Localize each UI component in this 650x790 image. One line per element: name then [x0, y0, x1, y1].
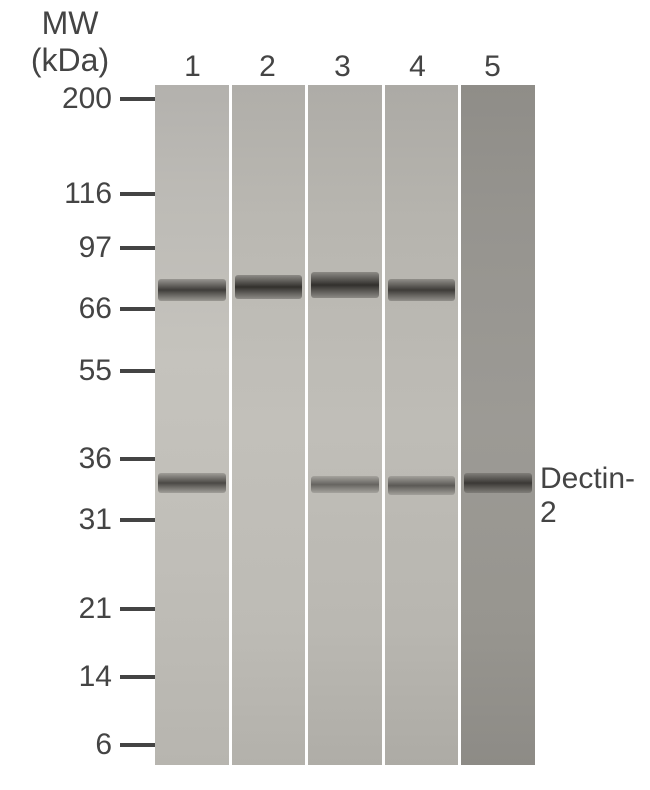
blot-lane: [308, 85, 382, 765]
marker-row: 200: [62, 82, 155, 116]
marker-tick: [120, 743, 155, 747]
marker-value: 6: [95, 728, 112, 762]
marker-tick: [120, 675, 155, 679]
blot-lane: [232, 85, 306, 765]
marker-tick: [120, 369, 155, 373]
blot-lane: [461, 85, 535, 765]
protein-band: [158, 473, 226, 493]
marker-tick: [120, 307, 155, 311]
marker-row: 21: [79, 592, 155, 626]
lane-label-5: 5: [455, 50, 530, 84]
protein-band: [311, 476, 379, 493]
marker-value: 55: [79, 354, 112, 388]
marker-tick: [120, 518, 155, 522]
marker-value: 21: [79, 592, 112, 626]
lane-label-1: 1: [155, 50, 230, 84]
marker-tick: [120, 192, 155, 196]
marker-value: 36: [79, 442, 112, 476]
protein-band: [464, 473, 532, 493]
marker-row: 97: [79, 231, 155, 265]
lane-background: [461, 85, 535, 765]
mw-label-line1: MW: [20, 5, 120, 42]
lane-background: [308, 85, 382, 765]
lane-background: [155, 85, 229, 765]
mw-header: MW (kDa): [20, 5, 120, 79]
marker-value: 200: [62, 82, 112, 116]
protein-band: [311, 272, 379, 298]
lane-background: [232, 85, 306, 765]
mw-label-line2: (kDa): [20, 42, 120, 79]
marker-value: 14: [79, 660, 112, 694]
lane-labels-row: 1 2 3 4 5: [155, 50, 530, 84]
protein-band: [158, 279, 226, 301]
protein-band: [235, 275, 303, 299]
lane-label-4: 4: [380, 50, 455, 84]
marker-row: 14: [79, 660, 155, 694]
marker-row: 36: [79, 442, 155, 476]
marker-row: 55: [79, 354, 155, 388]
protein-band: [388, 279, 456, 301]
blot-lane: [155, 85, 229, 765]
lane-background: [385, 85, 459, 765]
marker-tick: [120, 97, 155, 101]
blot-lane: [385, 85, 459, 765]
marker-row: 116: [64, 177, 155, 211]
marker-row: 31: [79, 503, 155, 537]
lane-label-3: 3: [305, 50, 380, 84]
western-blot: [155, 85, 535, 765]
marker-row: 6: [95, 728, 155, 762]
marker-value: 31: [79, 503, 112, 537]
marker-value: 66: [79, 292, 112, 326]
marker-tick: [120, 607, 155, 611]
figure-container: MW (kDa) 1 2 3 4 5 200116976655363121146…: [0, 0, 650, 790]
marker-tick: [120, 457, 155, 461]
marker-row: 66: [79, 292, 155, 326]
lane-label-2: 2: [230, 50, 305, 84]
protein-band: [388, 476, 456, 495]
marker-value: 97: [79, 231, 112, 265]
protein-label-dectin2: Dectin-2: [540, 462, 650, 530]
marker-value: 116: [64, 177, 112, 211]
marker-tick: [120, 246, 155, 250]
marker-ladder: 200 116 97 66 55 36 31 21 14 6: [0, 85, 155, 765]
